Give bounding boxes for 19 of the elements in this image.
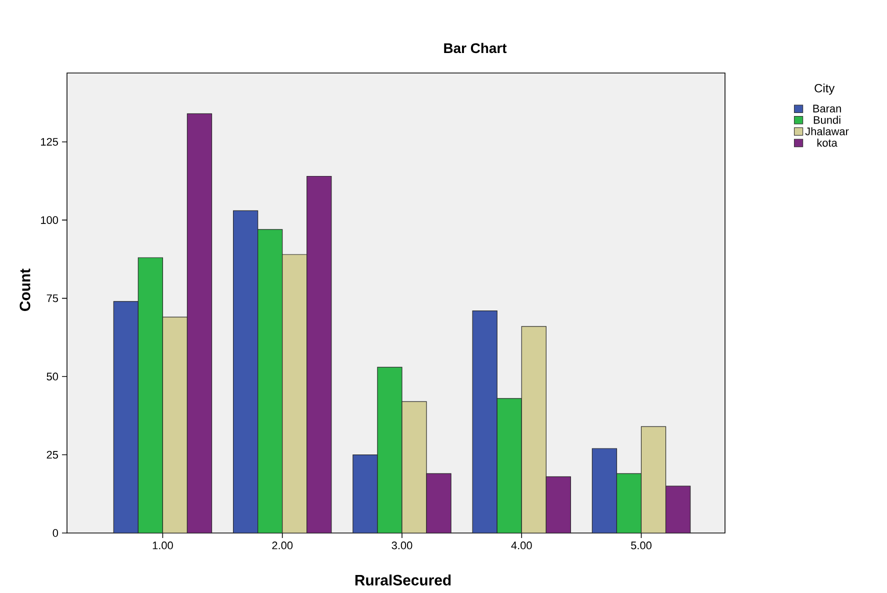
x-axis-title: RuralSecured [355, 574, 451, 586]
legend-label: kota [817, 138, 838, 147]
y-tick-label: 50 [46, 372, 58, 380]
y-tick-label: 75 [46, 294, 58, 302]
x-tick-label: 2.00 [272, 542, 293, 550]
legend-label: Baran [813, 104, 841, 112]
legend-label: Jhalawar [805, 127, 849, 136]
x-tick-label: 4.00 [511, 542, 532, 550]
x-tick-label: 5.00 [631, 542, 652, 550]
x-tick-label: 3.00 [392, 542, 412, 550]
chart-title: Bar Chart [444, 42, 507, 54]
legend-title: City [814, 84, 835, 95]
x-tick-label: 1.00 [152, 542, 173, 550]
y-tick-label: 125 [41, 138, 58, 146]
legend-label: Bundi [814, 116, 840, 124]
y-tick-label: 100 [41, 216, 58, 224]
y-axis-title: Count [20, 268, 30, 311]
y-tick-label: 25 [46, 450, 58, 459]
y-tick-label: 0 [52, 529, 58, 537]
